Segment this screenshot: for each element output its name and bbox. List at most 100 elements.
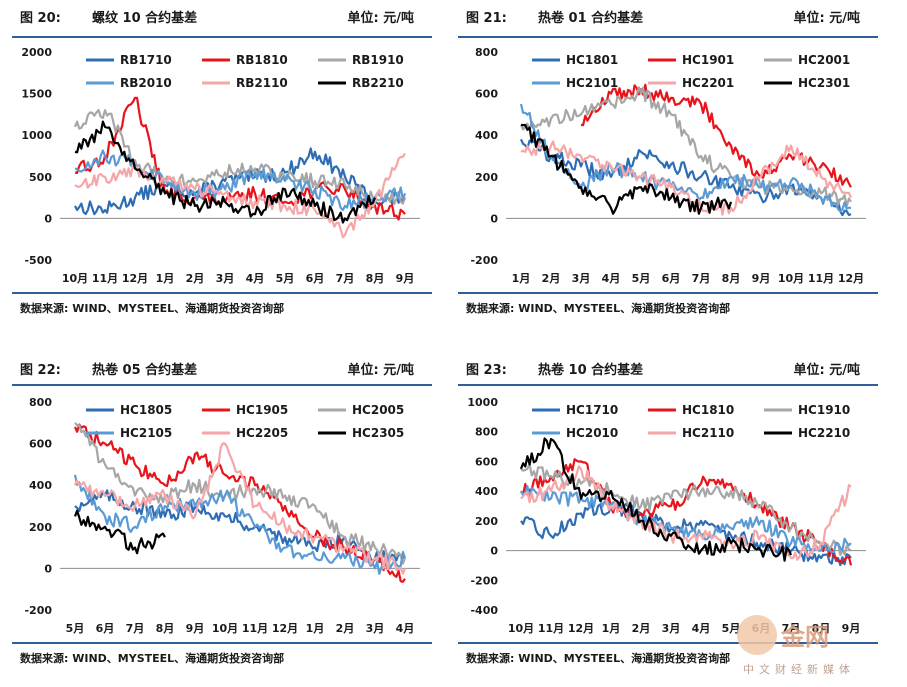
x-tick-label: 4月: [396, 622, 415, 635]
x-tick-label: 2月: [542, 272, 561, 285]
chart-title: 螺纹 10 合约基差: [92, 11, 198, 26]
series-line-hc1801: [520, 138, 852, 217]
legend-label: HC2010: [566, 426, 618, 440]
series-line-hc2110: [520, 465, 852, 561]
x-tick-label: 8月: [366, 272, 385, 285]
legend-label: RB1810: [236, 53, 288, 67]
x-tick-label: 9月: [396, 272, 415, 285]
y-tick-label: 0: [44, 212, 52, 225]
legend-label: RB1710: [120, 53, 172, 67]
series-line-rb2210: [74, 120, 377, 224]
x-tick-label: 2月: [186, 272, 205, 285]
header-rule: [12, 36, 432, 38]
x-tick-label: 12月: [122, 272, 148, 285]
legend-label: HC1801: [566, 53, 618, 67]
x-tick-label: 9月: [842, 622, 861, 635]
y-tick-label: 0: [490, 212, 498, 225]
header-rule: [458, 384, 878, 386]
x-tick-label: 12月: [838, 272, 864, 285]
header-rule: [12, 384, 432, 386]
footer-rule: [12, 642, 432, 644]
y-tick-label: 1000: [467, 396, 498, 409]
watermark-logo-icon: [737, 615, 777, 655]
y-tick-label: 1500: [21, 88, 52, 101]
y-tick-label: -200: [24, 604, 52, 617]
legend-label: HC1905: [236, 403, 288, 417]
chart-panel-hc01: 图 21: 热卷 01 合约基差 单位: 元/吨 -200 0 200 400 600 8…: [458, 2, 878, 324]
y-tick-label: -400: [470, 604, 498, 617]
x-tick-label: 8月: [156, 622, 175, 635]
y-tick-label: -200: [470, 574, 498, 587]
data-source: 数据来源: WIND、MYSTEEL、海通期货投资咨询部: [466, 302, 731, 315]
y-tick-label: 400: [29, 479, 52, 492]
y-tick-label: 2000: [21, 46, 52, 59]
legend-label: HC2105: [120, 426, 172, 440]
x-tick-label: 5月: [276, 272, 295, 285]
panel-header: 图 21: 热卷 01 合约基差 单位: 元/吨: [458, 2, 878, 26]
watermark-brand: 金网: [781, 623, 829, 651]
x-tick-label: 3月: [216, 272, 235, 285]
series-line-hc2205: [73, 442, 407, 575]
series-line-hc2001: [519, 86, 852, 208]
legend-label: HC2205: [236, 426, 288, 440]
legend-label: HC2001: [798, 53, 850, 67]
series-line-hc2105: [73, 474, 407, 575]
legend-label: HC2305: [352, 426, 404, 440]
x-tick-label: 12月: [272, 622, 298, 635]
y-tick-label: 800: [475, 426, 498, 439]
y-tick-label: -200: [470, 254, 498, 267]
watermark-tagline: 中文财经新媒体: [743, 663, 855, 676]
chart-rb10-basis: -500 0 500 1000 1500 2000 10月 11月 12月 1月 2月 3月 4月 5月 6…: [21, 46, 420, 285]
footer-rule: [458, 292, 878, 294]
legend-label: HC1710: [566, 403, 618, 417]
y-tick-label: 200: [475, 171, 498, 184]
x-tick-label: 10月: [62, 272, 88, 285]
y-tick-label: 800: [475, 46, 498, 59]
x-tick-label: 3月: [366, 622, 385, 635]
x-tick-label: 1月: [512, 272, 531, 285]
x-tick-label: 1月: [306, 622, 325, 635]
footer-rule: [12, 292, 432, 294]
x-tick-label: 7月: [126, 622, 145, 635]
x-tick-label: 11月: [242, 622, 268, 635]
chart-title: 热卷 10 合约基差: [538, 363, 644, 378]
y-tick-label: 200: [29, 521, 52, 534]
figure-number: 图 22:: [20, 363, 61, 378]
y-tick-label: 600: [29, 438, 52, 451]
x-tick-label: 4月: [246, 272, 265, 285]
series-line-hc2010: [520, 485, 852, 554]
y-tick-label: 400: [475, 129, 498, 142]
series-line-hc2210: [519, 437, 793, 562]
x-tick-label: 4月: [692, 622, 711, 635]
series-line-hc2201: [520, 140, 853, 216]
legend-label: RB2210: [352, 76, 404, 90]
legend-label: RB1910: [352, 53, 404, 67]
series-line-hc1910: [520, 463, 852, 556]
x-tick-label: 10月: [778, 272, 804, 285]
chart-title: 热卷 01 合约基差: [538, 11, 644, 26]
chart-panel-rb10: 图 20: 螺纹 10 合约基差 单位: 元/吨 -500 0 500 1000 150…: [12, 2, 432, 324]
x-tick-label: 10月: [212, 622, 238, 635]
series-line-hc2005: [74, 422, 407, 565]
y-tick-label: 1000: [21, 129, 52, 142]
chart-panel-hc10: 图 23: 热卷 10 合约基差 单位: 元/吨 -400 -200 0 200 400…: [458, 354, 878, 676]
x-tick-label: 8月: [722, 272, 741, 285]
figure-number: 图 20:: [20, 11, 61, 26]
series-line-rb2110: [74, 152, 406, 239]
figure-number: 图 23:: [466, 363, 507, 378]
unit-label: 单位: 元/吨: [793, 11, 860, 26]
y-tick-label: -500: [24, 254, 52, 267]
legend-label: HC1910: [798, 403, 850, 417]
x-tick-label: 2月: [336, 622, 355, 635]
series-line-hc2101: [519, 103, 852, 213]
legend-label: HC1901: [682, 53, 734, 67]
legend-label: HC1805: [120, 403, 172, 417]
y-tick-label: 0: [44, 562, 52, 575]
x-tick-label: 3月: [572, 272, 591, 285]
x-tick-label: 5月: [66, 622, 85, 635]
y-tick-label: 200: [475, 515, 498, 528]
chart-hc10-basis: -400 -200 0 200 400 600 800 1000 10月 11月 12月 1月 2月 3月…: [467, 396, 866, 635]
watermark: 金网 中文财经新媒体: [737, 615, 897, 679]
panel-header: 图 20: 螺纹 10 合约基差 单位: 元/吨: [12, 2, 432, 26]
x-tick-label: 1月: [602, 622, 621, 635]
